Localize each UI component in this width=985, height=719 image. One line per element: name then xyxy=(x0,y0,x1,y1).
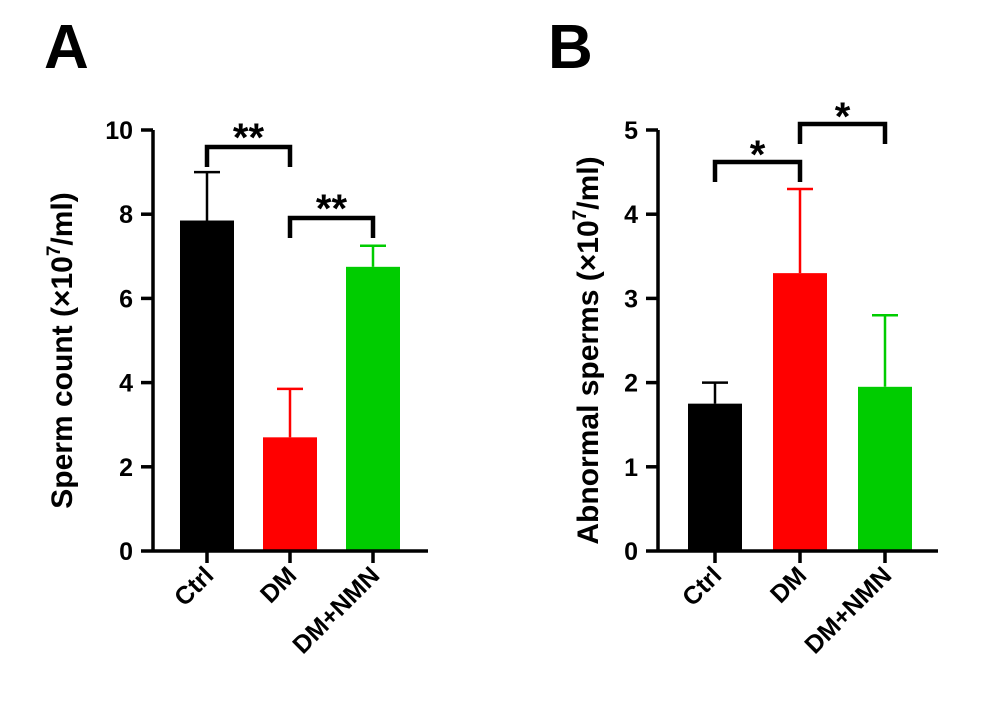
significance-label: ** xyxy=(316,187,348,231)
y-axis-label: Sperm count (×107/ml) xyxy=(44,192,79,509)
significance-label: ** xyxy=(233,116,265,160)
bar-dm-nmn xyxy=(346,266,400,551)
y-tick-label: 4 xyxy=(119,370,133,398)
significance-bracket xyxy=(797,121,888,144)
panel-letter: B xyxy=(548,13,593,82)
significance-bracket xyxy=(204,144,293,167)
significance-label: * xyxy=(750,133,766,177)
x-tick-label: DM+NMN xyxy=(287,561,385,659)
panel-letter: A xyxy=(44,13,89,82)
y-tick-label: 5 xyxy=(624,117,638,145)
bar-dm-nmn xyxy=(858,386,912,551)
bar-ctrl xyxy=(180,220,234,551)
x-tick-label: Ctrl xyxy=(169,561,219,611)
significance-bracket xyxy=(712,159,803,182)
bar-ctrl xyxy=(688,403,742,551)
y-axis-label: Abnormal sperms (×107/ml) xyxy=(570,156,605,544)
bar-dm xyxy=(773,273,827,551)
x-tick-label: Ctrl xyxy=(677,561,727,611)
y-tick-label: 1 xyxy=(624,454,638,482)
bar-dm xyxy=(263,437,317,551)
x-tick-label: DM+NMN xyxy=(799,561,897,659)
y-tick-label: 0 xyxy=(119,538,133,566)
y-tick-label: 2 xyxy=(119,454,133,482)
y-tick-label: 0 xyxy=(624,538,638,566)
significance-bracket xyxy=(287,215,376,238)
y-tick-label: 3 xyxy=(624,285,638,313)
y-tick-label: 10 xyxy=(105,117,133,145)
y-tick-label: 4 xyxy=(624,201,638,229)
y-tick-label: 6 xyxy=(119,285,133,313)
y-tick-label: 2 xyxy=(624,370,638,398)
y-tick-label: 8 xyxy=(119,201,133,229)
significance-label: * xyxy=(835,95,851,139)
x-tick-label: DM xyxy=(255,561,302,608)
x-tick-label: DM xyxy=(765,561,812,608)
